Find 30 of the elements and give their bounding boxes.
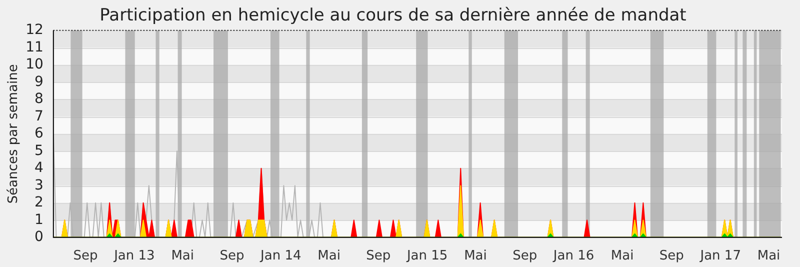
y-tick-label: 9 <box>34 74 44 90</box>
y-tick-label: 0 <box>34 229 44 246</box>
y-axis-title: Séances par semaine <box>6 64 22 204</box>
x-tick-label: Sep <box>220 248 244 264</box>
x-tick-label: Sep <box>73 248 98 264</box>
y-tick-label: 11 <box>26 39 44 56</box>
y-tick-label: 2 <box>34 194 44 211</box>
x-tick-label: Jan 16 <box>552 248 594 264</box>
x-tick-label: Mai <box>464 248 487 264</box>
y-tick-label: 3 <box>34 177 44 194</box>
x-tick-label: Jan 17 <box>699 248 741 264</box>
chart-title: Participation en hemicycle au cours de sa dernière année de mandat <box>100 6 687 26</box>
x-tick-label: Mai <box>171 248 194 264</box>
x-tick-label: Sep <box>659 248 684 264</box>
x-tick-label: Jan 15 <box>406 248 448 264</box>
y-tick-label: 7 <box>34 108 44 124</box>
y-tick-label: 5 <box>34 142 44 159</box>
x-tick-label: Jan 14 <box>260 248 302 264</box>
y-tick-label: 1 <box>34 212 44 228</box>
y-tick-label: 10 <box>26 56 44 73</box>
x-tick-label: Jan 13 <box>113 248 155 264</box>
y-tick-label: 4 <box>34 160 44 176</box>
x-tick-label: Mai <box>757 248 780 264</box>
x-tick-label: Sep <box>366 248 391 264</box>
y-tick-label: 12 <box>26 22 44 38</box>
y-tick-label: 8 <box>34 91 44 108</box>
x-tick-label: Mai <box>610 248 634 264</box>
y-tick-label: 6 <box>34 126 44 142</box>
x-tick-label: Sep <box>512 248 538 264</box>
x-tick-label: Mai <box>318 248 340 264</box>
